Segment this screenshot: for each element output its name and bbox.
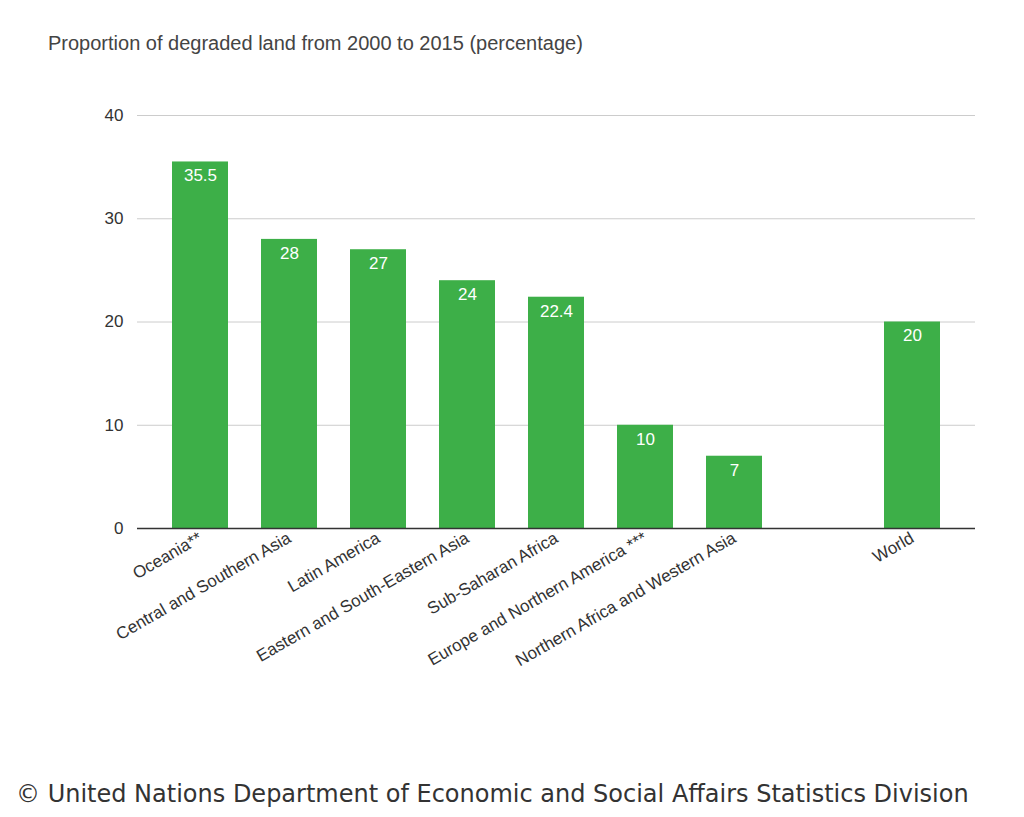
svg-text:Central and Southern Asia: Central and Southern Asia xyxy=(113,528,295,644)
svg-text:Europe and Northern America **: Europe and Northern America *** xyxy=(424,528,651,670)
svg-text:28: 28 xyxy=(280,244,299,263)
svg-text:10: 10 xyxy=(636,430,655,449)
svg-text:35.5: 35.5 xyxy=(184,166,217,185)
svg-text:27: 27 xyxy=(369,254,388,273)
svg-text:World: World xyxy=(870,528,918,567)
svg-text:Northern Africa and Western As: Northern Africa and Western Asia xyxy=(512,528,739,670)
svg-text:Oceania**: Oceania** xyxy=(129,528,205,583)
html-text:© United Nations Department of: © United Nations Department of Economic … xyxy=(16,780,969,808)
html-text:Proportion of degraded land fr: Proportion of degraded land from 2000 to… xyxy=(48,32,583,54)
svg-text:40: 40 xyxy=(105,106,124,125)
svg-text:0: 0 xyxy=(114,519,123,538)
svg-text:Sub-Saharan Africa: Sub-Saharan Africa xyxy=(424,528,562,619)
svg-text:30: 30 xyxy=(105,209,124,228)
svg-text:10: 10 xyxy=(105,416,124,435)
svg-text:Latin America: Latin America xyxy=(284,528,384,597)
svg-text:20: 20 xyxy=(105,312,124,331)
svg-text:22.4: 22.4 xyxy=(540,302,573,321)
svg-text:24: 24 xyxy=(458,285,477,304)
svg-text:Eastern and South-Eastern Asia: Eastern and South-Eastern Asia xyxy=(253,528,473,666)
svg-text:7: 7 xyxy=(730,461,739,480)
svg-text:20: 20 xyxy=(903,326,922,345)
